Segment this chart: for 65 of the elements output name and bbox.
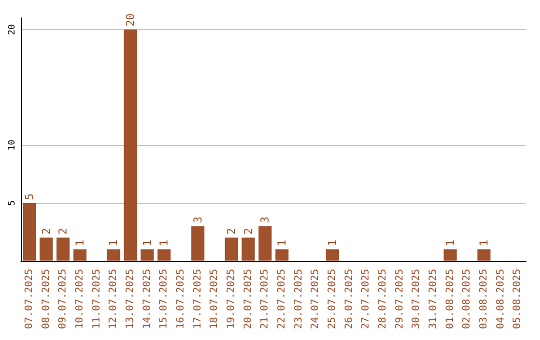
x-tick-label: 28.07.2025 bbox=[377, 268, 388, 330]
bar bbox=[326, 249, 339, 261]
x-tick-label: 21.07.2025 bbox=[260, 268, 271, 330]
x-tick-label: 13.07.2025 bbox=[124, 268, 136, 330]
bar bbox=[191, 226, 204, 261]
data-label: 1 bbox=[73, 240, 86, 246]
bar bbox=[477, 249, 490, 261]
x-tick-label: 27.07.2025 bbox=[360, 268, 372, 330]
bar bbox=[56, 238, 70, 261]
bar bbox=[275, 249, 288, 261]
data-label: 3 bbox=[258, 216, 272, 224]
x-tick-label: 23.07.2025 bbox=[293, 268, 304, 330]
y-tick-label: 10 bbox=[8, 140, 18, 151]
x-tick-label: 11.07.2025 bbox=[91, 268, 102, 330]
x-tick-label: 19.07.2025 bbox=[226, 268, 237, 330]
x-tick-label: 25.07.2025 bbox=[326, 268, 338, 330]
bar bbox=[242, 238, 255, 261]
x-tick-label: 15.07.2025 bbox=[158, 268, 170, 330]
bar bbox=[140, 249, 154, 261]
x-tick-label: 29.07.2025 bbox=[394, 268, 406, 330]
x-tick-label: 12.07.2025 bbox=[108, 268, 120, 330]
data-label: 2 bbox=[56, 228, 70, 235]
x-tick-label: 07.07.2025 bbox=[24, 268, 35, 330]
x-tick-label: 16.07.2025 bbox=[175, 268, 186, 330]
x-tick-label: 24.07.2025 bbox=[310, 268, 322, 330]
x-tick-label: 14.07.2025 bbox=[142, 268, 153, 330]
x-tick-label: 02.08.2025 bbox=[462, 268, 473, 330]
data-label: 1 bbox=[107, 240, 120, 246]
data-label: 5 bbox=[22, 193, 36, 200]
data-label: 20 bbox=[124, 13, 137, 27]
bar bbox=[73, 249, 86, 261]
data-label: 2 bbox=[242, 228, 255, 235]
bar bbox=[258, 226, 272, 261]
data-label: 2 bbox=[40, 228, 53, 235]
data-label: 1 bbox=[477, 240, 490, 246]
bar bbox=[107, 249, 120, 261]
data-label: 2 bbox=[224, 228, 238, 235]
data-label: 3 bbox=[191, 216, 204, 224]
bar bbox=[22, 202, 36, 261]
data-label: 1 bbox=[275, 240, 288, 246]
x-tick-label: 26.07.2025 bbox=[344, 268, 355, 330]
data-label: 1 bbox=[158, 240, 171, 246]
x-tick-label: 09.07.2025 bbox=[58, 268, 69, 330]
data-label: 1 bbox=[326, 240, 339, 246]
x-tick-label: 22.07.2025 bbox=[276, 268, 288, 330]
x-tick-label: 30.07.2025 bbox=[411, 268, 422, 330]
x-tick-label: 10.07.2025 bbox=[74, 268, 86, 330]
bar bbox=[444, 249, 457, 261]
bar bbox=[124, 30, 137, 261]
x-tick-label: 20.07.2025 bbox=[242, 268, 254, 330]
bar bbox=[224, 238, 238, 261]
x-tick-label: 17.07.2025 bbox=[192, 268, 204, 330]
x-tick-label: 01.08.2025 bbox=[444, 268, 456, 330]
x-tick-label: 31.07.2025 bbox=[428, 268, 439, 330]
data-label: 1 bbox=[444, 240, 457, 246]
data-label: 1 bbox=[140, 240, 154, 246]
y-tick-label: 20 bbox=[8, 24, 18, 35]
x-tick-label: 08.07.2025 bbox=[40, 268, 52, 330]
x-tick-label: 04.08.2025 bbox=[495, 268, 506, 330]
bar bbox=[40, 238, 53, 261]
bar bbox=[158, 249, 171, 261]
x-tick-label: 03.08.2025 bbox=[478, 268, 490, 330]
y-tick-label: 5 bbox=[8, 200, 18, 206]
x-tick-label: 05.08.2025 bbox=[512, 268, 524, 330]
x-tick-label: 18.07.2025 bbox=[209, 268, 220, 330]
